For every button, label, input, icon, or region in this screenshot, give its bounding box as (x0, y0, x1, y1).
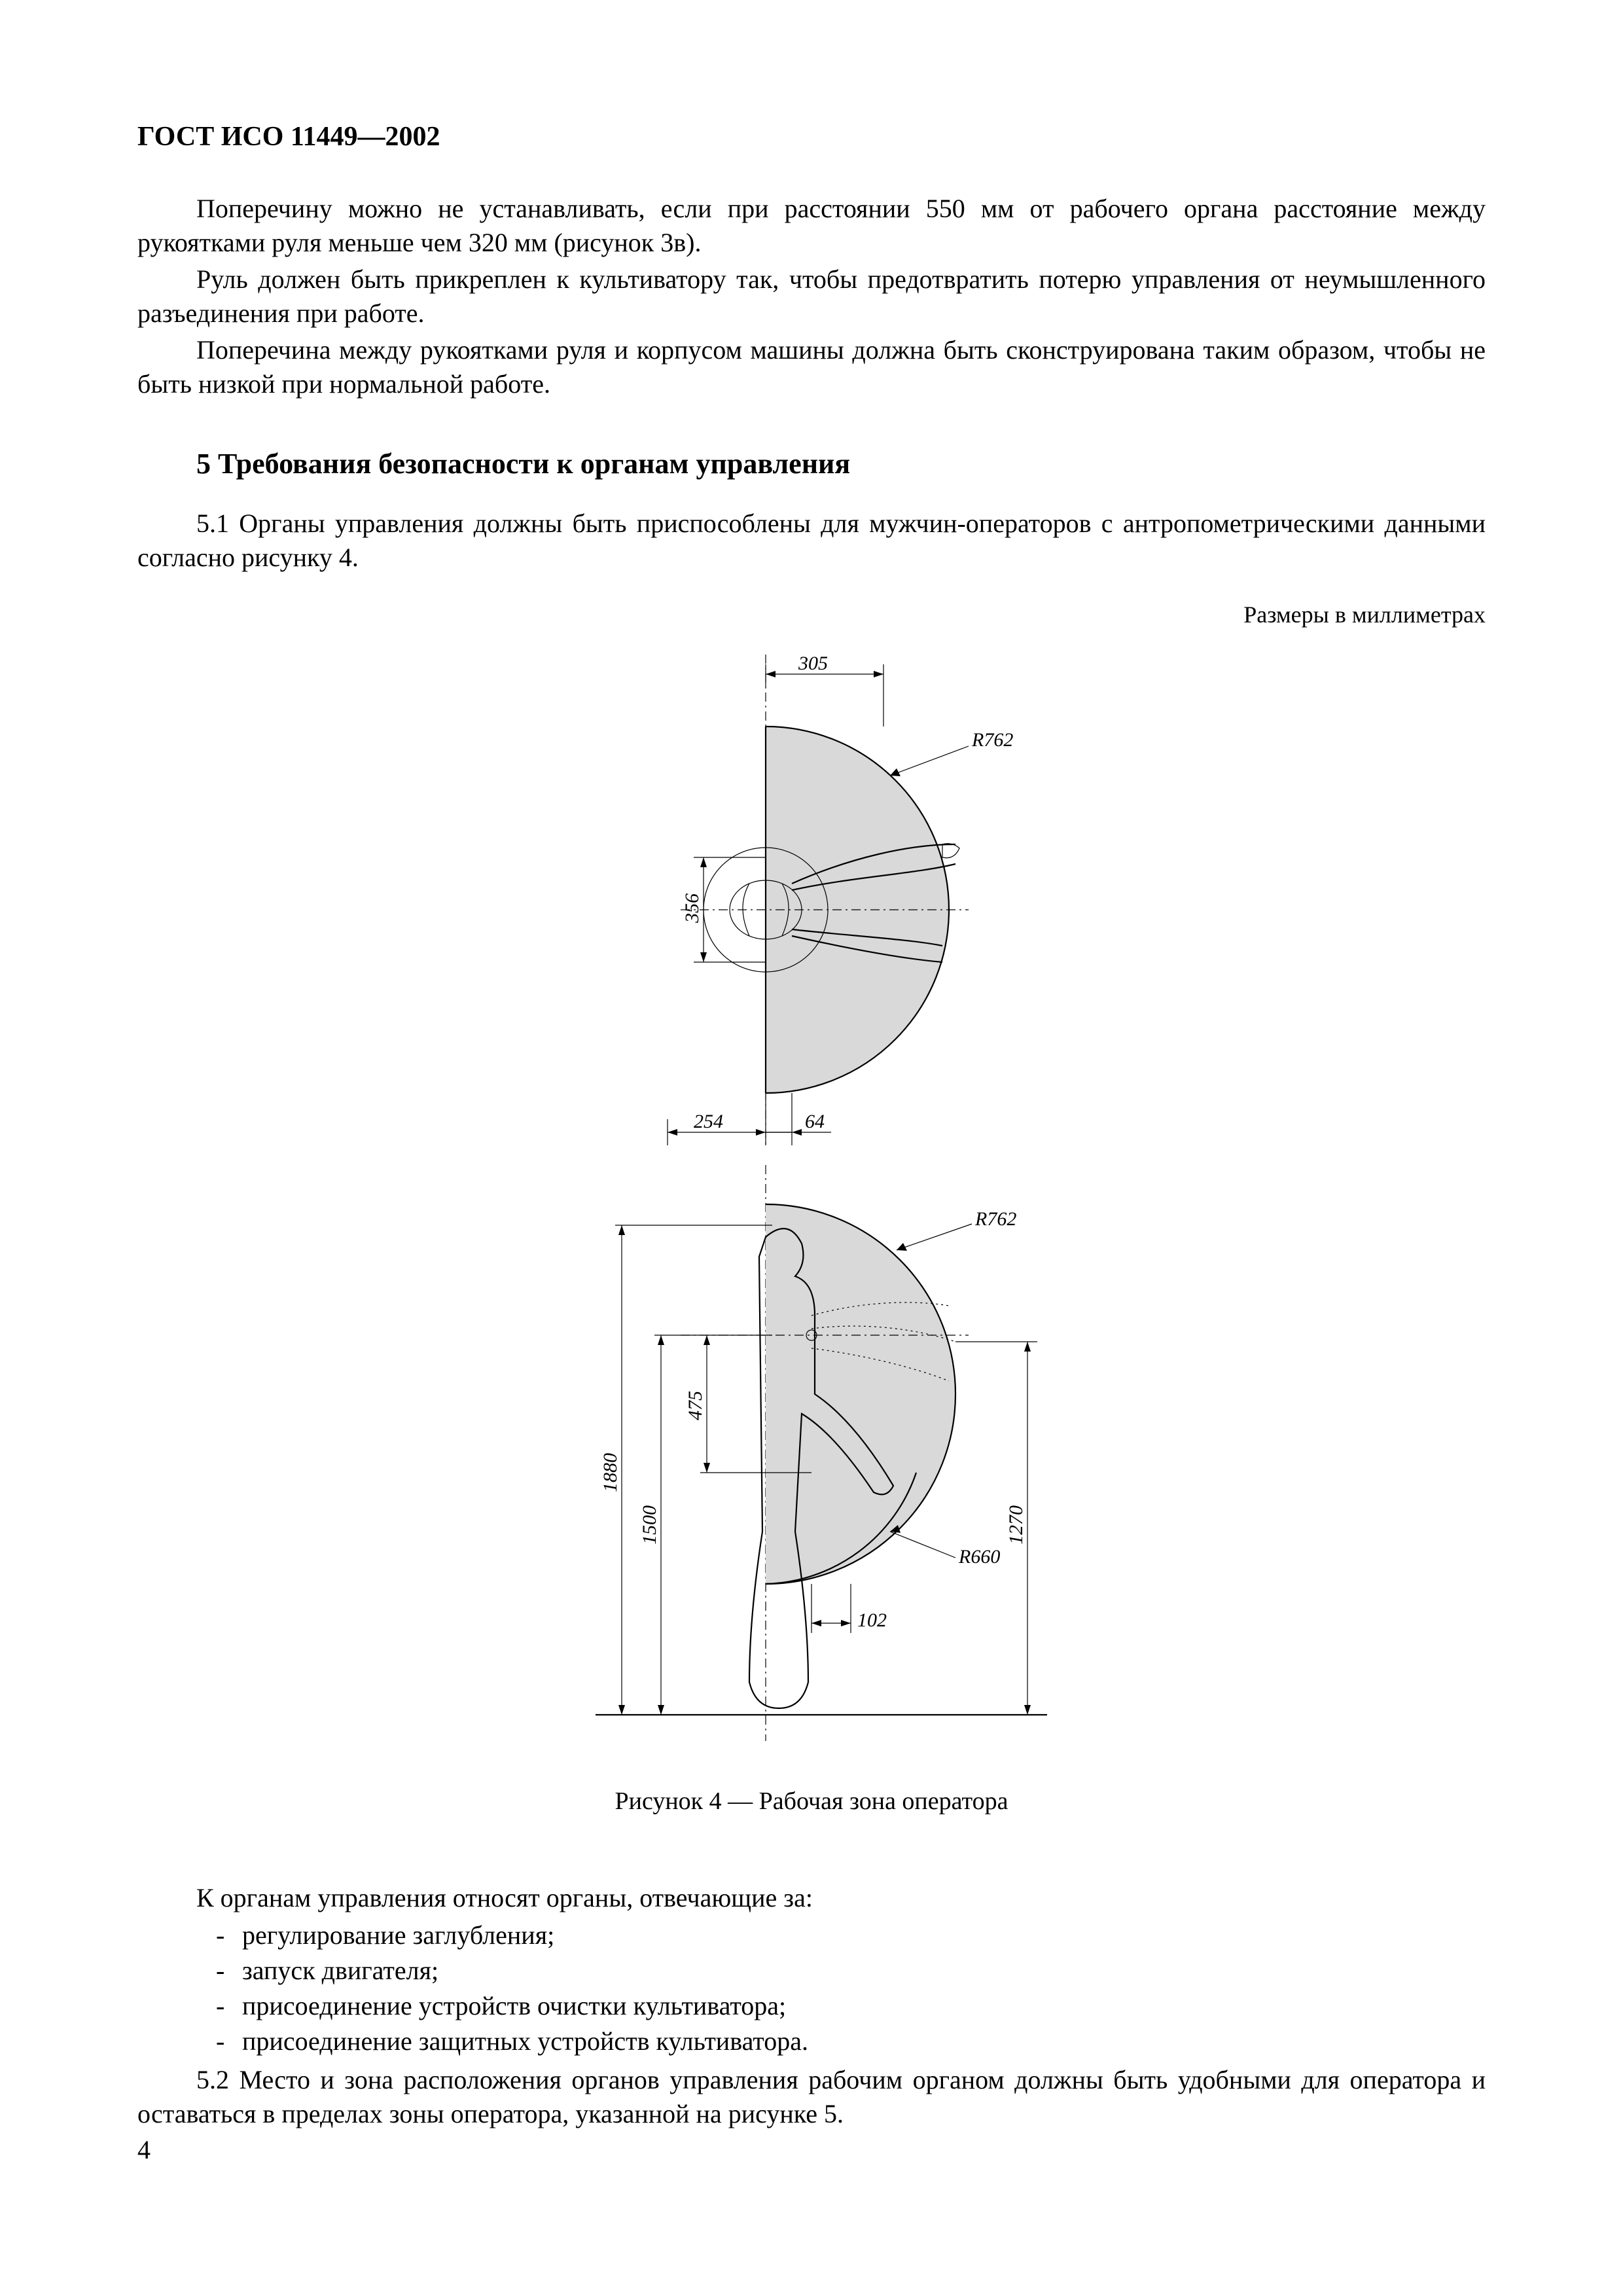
figure-4-diagram: 305 R762 (484, 648, 1139, 1761)
paragraph-5-1: 5.1 Органы управления должны быть приспо… (137, 507, 1486, 575)
paragraph-5-2: 5.2 Место и зона расположения органов уп… (137, 2063, 1486, 2131)
dim-1270: 1270 (1005, 1505, 1027, 1545)
dim-305: 305 (798, 653, 828, 674)
dim-64: 64 (805, 1111, 825, 1132)
list-item: -запуск двигателя; (216, 1953, 1486, 1988)
figure-4-caption: Рисунок 4 — Рабочая зона оператора (615, 1787, 1008, 1816)
paragraph-crossbar-optional: Поперечину можно не устанавливать, если … (137, 192, 1486, 260)
page-number: 4 (137, 2134, 151, 2165)
dim-475: 475 (685, 1391, 706, 1420)
label-r762-top: R762 (971, 729, 1013, 751)
dim-254: 254 (694, 1111, 723, 1132)
dim-356: 356 (681, 893, 703, 924)
controls-list: -регулирование заглубления; -запуск двиг… (216, 1918, 1486, 2059)
list-item: -регулирование заглубления; (216, 1918, 1486, 1953)
document-id: ГОСТ ИСО 11449—2002 (137, 121, 1486, 152)
dim-1500: 1500 (639, 1505, 660, 1545)
list-intro: К органам управления относят органы, отв… (137, 1881, 1486, 1915)
section-5-heading: 5 Требования безопасности к органам упра… (137, 447, 1486, 480)
list-item: -присоединение устройств очистки культив… (216, 1988, 1486, 2024)
label-r762-side: R762 (974, 1208, 1016, 1230)
label-r660: R660 (958, 1546, 1000, 1568)
paragraph-steering-attach: Руль должен быть прикреплен к культивато… (137, 262, 1486, 331)
dim-102: 102 (857, 1609, 887, 1631)
dim-1880: 1880 (599, 1453, 621, 1492)
list-item: -присоединение защитных устройств культи… (216, 2024, 1486, 2059)
paragraph-crossbar-height: Поперечина между рукоятками руля и корпу… (137, 333, 1486, 401)
units-note: Размеры в миллиметрах (137, 601, 1486, 628)
